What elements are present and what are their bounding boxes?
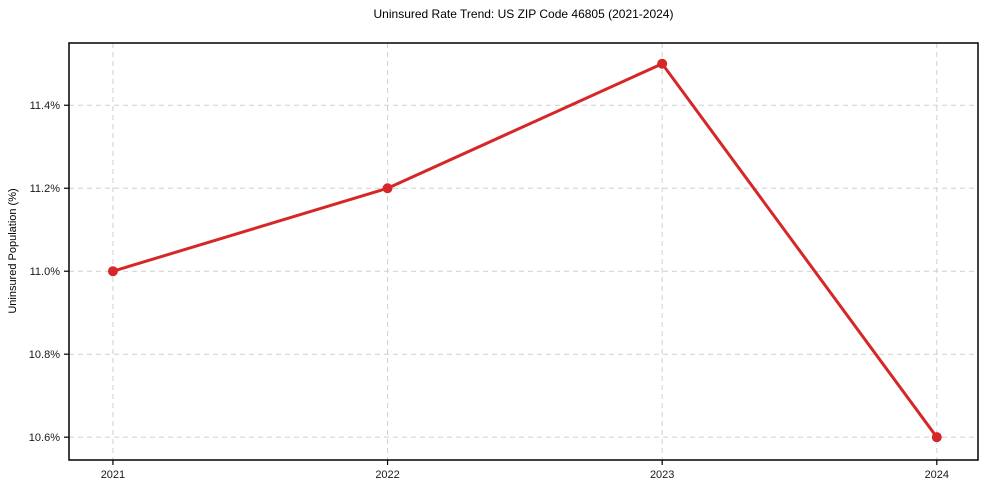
data-point-marker	[657, 58, 668, 69]
data-point-marker	[107, 266, 118, 277]
data-point-marker	[382, 183, 393, 194]
y-tick-label: 11.4%	[30, 100, 61, 112]
trend-line	[111, 62, 939, 439]
y-tick-label: 10.8%	[29, 349, 60, 361]
y-tick-label: 10.6%	[29, 432, 60, 444]
y-tick-label: 11.0%	[30, 266, 61, 278]
x-tick-label: 2022	[375, 469, 399, 481]
x-tick-label: 2023	[650, 469, 674, 481]
data-point-marker	[931, 432, 942, 443]
chart-title: Uninsured Rate Trend: US ZIP Code 46805 …	[373, 7, 674, 21]
x-tick-label: 2024	[925, 469, 949, 481]
plot-border	[68, 42, 979, 461]
y-tick-label: 11.2%	[30, 183, 61, 195]
x-tick-label: 2021	[101, 469, 125, 481]
